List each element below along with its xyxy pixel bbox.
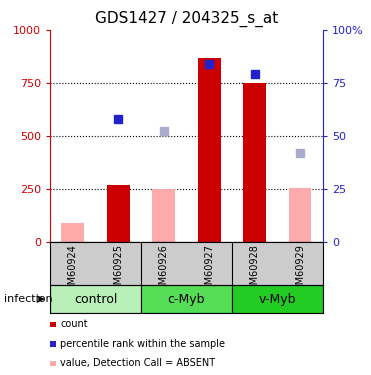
Text: infection: infection [4,294,52,304]
Text: GSM60927: GSM60927 [204,244,214,297]
Text: percentile rank within the sample: percentile rank within the sample [60,339,225,349]
Text: v-Myb: v-Myb [259,292,296,306]
Bar [141,285,232,313]
Text: value, Detection Call = ABSENT: value, Detection Call = ABSENT [60,358,215,368]
Text: GSM60926: GSM60926 [159,244,169,297]
Text: c-Myb: c-Myb [168,292,205,306]
Bar [289,188,311,242]
Bar [198,57,220,242]
Text: control: control [74,292,117,306]
Text: GSM60925: GSM60925 [113,244,123,297]
Bar [232,285,323,313]
Bar [243,83,266,242]
Bar [62,223,84,242]
Title: GDS1427 / 204325_s_at: GDS1427 / 204325_s_at [95,11,278,27]
Bar [50,285,141,313]
Text: GSM60929: GSM60929 [295,244,305,297]
Bar [152,189,175,242]
Text: GSM60924: GSM60924 [68,244,78,297]
Bar [107,184,129,242]
Text: GSM60928: GSM60928 [250,244,260,297]
Text: count: count [60,320,88,329]
